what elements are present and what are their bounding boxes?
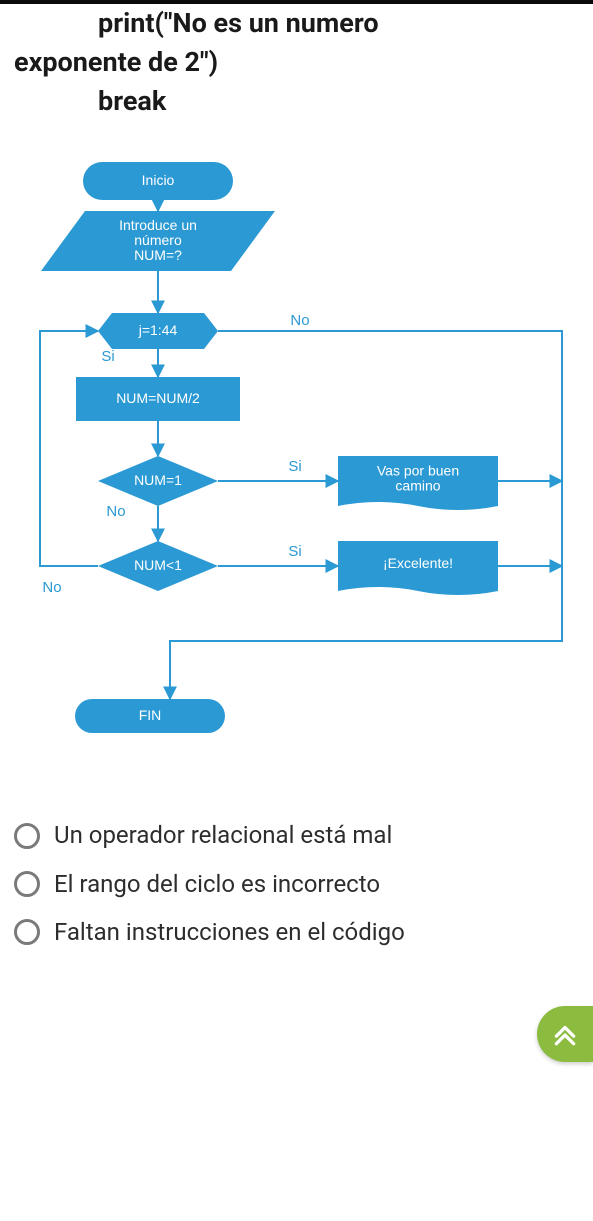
- option-label: Faltan instrucciones en el código: [54, 916, 405, 948]
- svg-text:j=1:44: j=1:44: [138, 322, 178, 338]
- svg-text:Si: Si: [101, 348, 114, 365]
- radio-icon[interactable]: [14, 823, 40, 849]
- code-snippet: print("No es un numero exponente de 2") …: [0, 4, 593, 141]
- svg-text:No: No: [106, 503, 125, 520]
- scroll-top-button[interactable]: [537, 1006, 593, 1062]
- answer-options: Un operador relacional está mal El rango…: [0, 791, 593, 986]
- svg-text:No: No: [42, 579, 61, 596]
- option-label: El rango del ciclo es incorrecto: [54, 868, 380, 900]
- svg-text:NUM<1: NUM<1: [134, 557, 182, 573]
- code-line: exponente de 2"): [14, 43, 579, 82]
- svg-text:Si: Si: [288, 458, 301, 475]
- chevron-up-double-icon: [552, 1021, 578, 1047]
- radio-icon[interactable]: [14, 919, 40, 945]
- option-row[interactable]: El rango del ciclo es incorrecto: [10, 860, 583, 908]
- svg-text:¡Excelente!: ¡Excelente!: [383, 555, 453, 571]
- svg-text:NUM=1: NUM=1: [134, 472, 182, 488]
- code-line: break: [14, 82, 579, 121]
- svg-text:NUM=NUM/2: NUM=NUM/2: [116, 390, 200, 406]
- flowchart: InicioIntroduce unnúmeroNUM=?j=1:44NUM=N…: [0, 141, 593, 791]
- option-row[interactable]: Un operador relacional está mal: [10, 811, 583, 859]
- svg-text:Si: Si: [288, 543, 301, 560]
- option-row[interactable]: Faltan instrucciones en el código: [10, 908, 583, 956]
- option-label: Un operador relacional está mal: [54, 819, 392, 851]
- code-line: print("No es un numero: [14, 4, 579, 43]
- svg-text:FIN: FIN: [139, 707, 162, 723]
- svg-text:Inicio: Inicio: [142, 172, 175, 188]
- svg-text:No: No: [290, 312, 309, 329]
- radio-icon[interactable]: [14, 871, 40, 897]
